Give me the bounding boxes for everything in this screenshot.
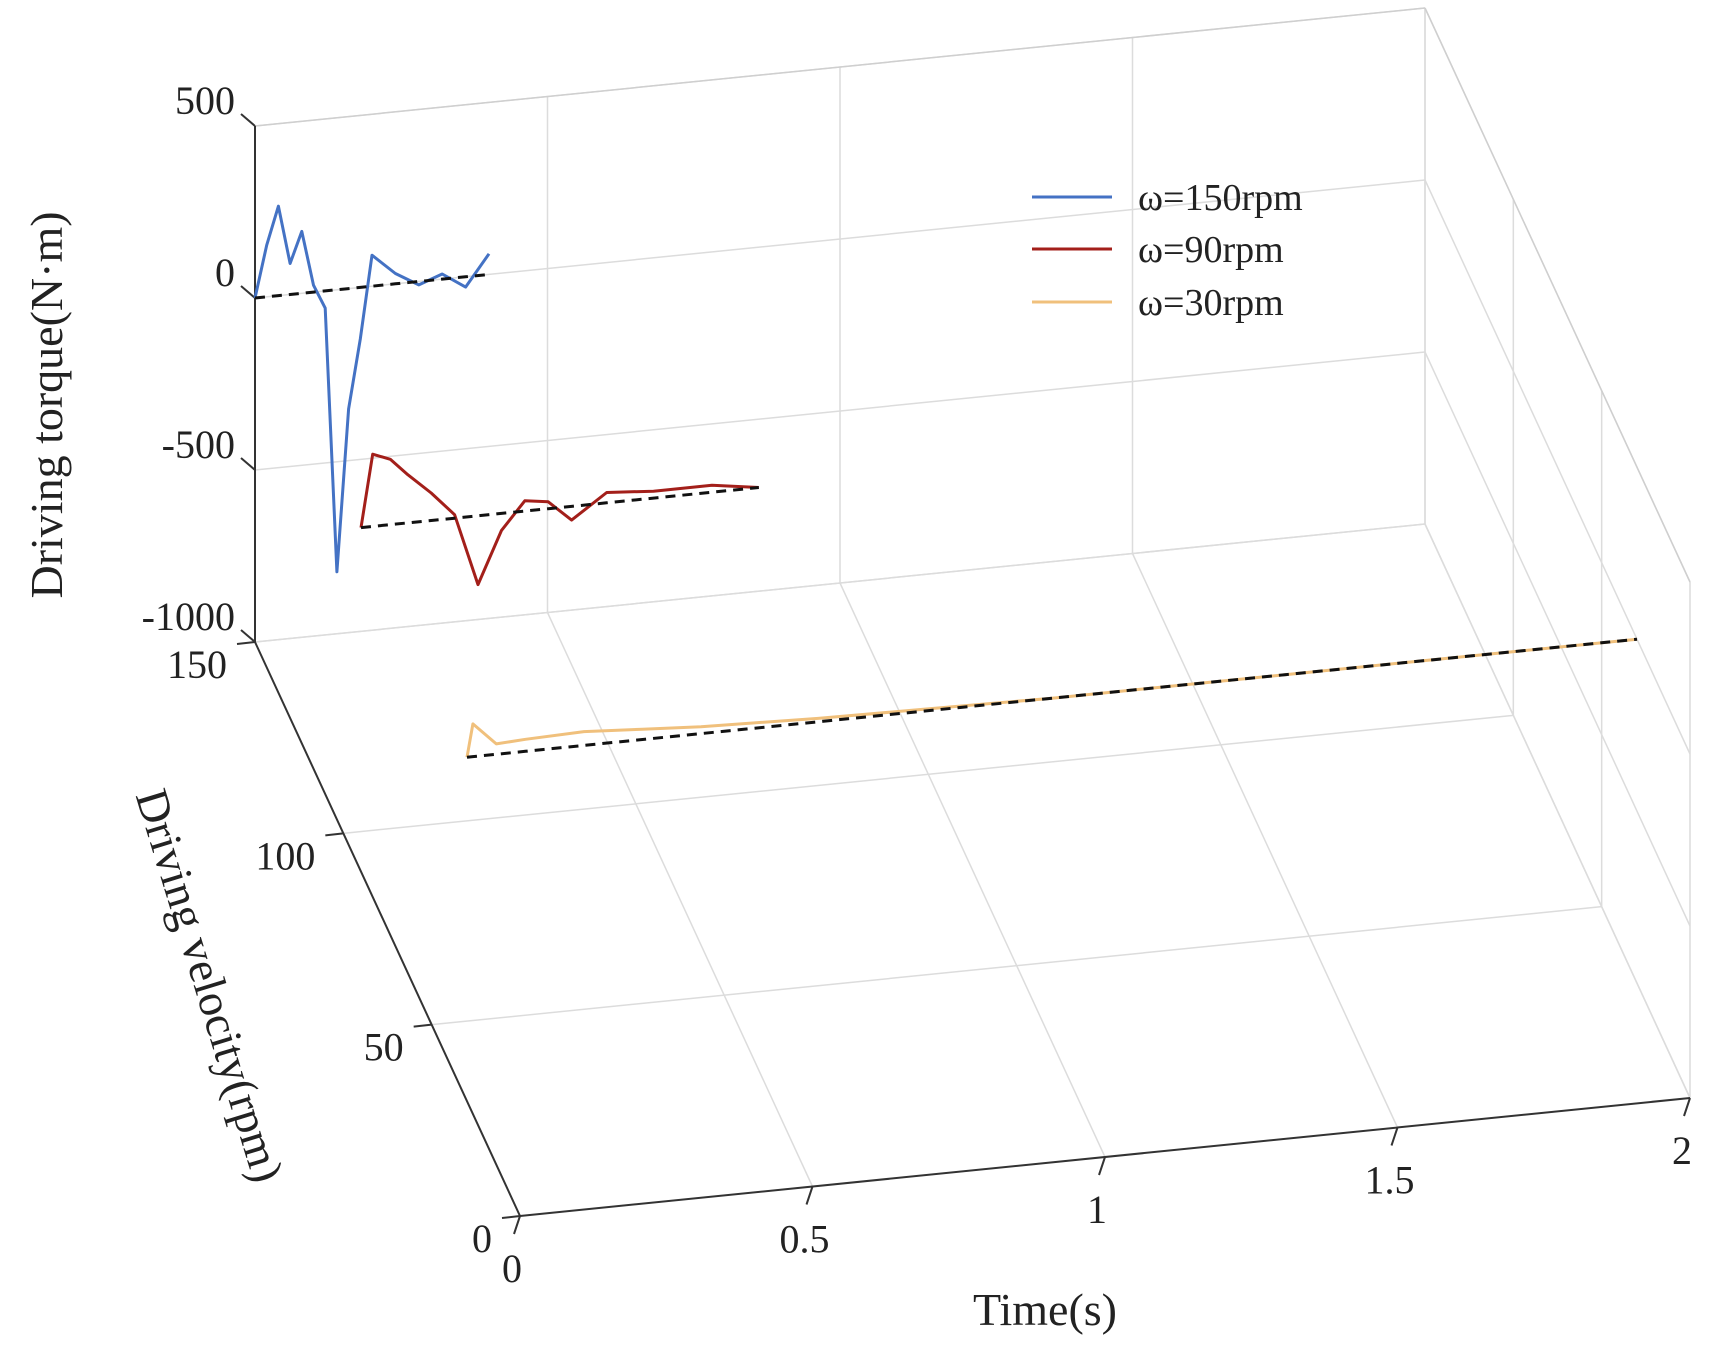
z-axis-tick	[240, 629, 256, 643]
y-axis-tick	[236, 641, 256, 645]
x-axis-tick	[1098, 1156, 1106, 1176]
side-grid-torque	[1424, 523, 1691, 1099]
x-tick-label: 2	[1672, 1128, 1692, 1173]
series-line-1	[359, 452, 759, 587]
x-axis-tick	[1390, 1127, 1399, 1146]
x-axis-tick	[513, 1215, 521, 1235]
x-axis-tick	[1683, 1097, 1691, 1117]
box-edge-top-side	[1424, 7, 1691, 583]
y-tick-label: 150	[167, 642, 227, 687]
x-tick-label: 1.5	[1365, 1158, 1415, 1203]
back-grid-torque	[254, 351, 1426, 471]
z-tick-label: -500	[162, 422, 235, 467]
floor-grid-time	[1131, 553, 1399, 1128]
legend-label-30rpm: ω=30rpm	[1138, 282, 1284, 324]
x-tick-label: 0.5	[780, 1217, 830, 1262]
reference-line-0	[254, 272, 490, 300]
side-grid-torque	[1424, 179, 1691, 755]
x-tick-label: 1	[1087, 1187, 1107, 1232]
back-grid-torque	[254, 523, 1426, 643]
legend: ω=150rpm ω=90rpm ω=30rpm	[1032, 177, 1303, 324]
series-lines	[253, 204, 1638, 759]
legend-label-90rpm: ω=90rpm	[1138, 229, 1284, 271]
y-tick-label: 0	[472, 1216, 492, 1261]
z-axis-tick	[240, 457, 256, 471]
side-grid-torque	[1424, 351, 1691, 927]
legend-label-150rpm: ω=150rpm	[1138, 177, 1303, 219]
floor-grid-time	[839, 582, 1106, 1158]
x-tick-label: 0	[502, 1246, 522, 1291]
z-tick-label: -1000	[142, 594, 235, 639]
x-axis-tick	[805, 1186, 814, 1205]
reference-line-2	[466, 637, 1638, 759]
y-axis-line	[254, 641, 521, 1217]
x-axis-title: Time(s)	[973, 1284, 1117, 1335]
box-edge-top-back	[254, 7, 1426, 127]
y-axis-tick	[501, 1215, 521, 1219]
reference-line-1	[360, 486, 759, 530]
z-tick-label: 0	[215, 250, 235, 295]
y-tick-label: 100	[255, 833, 315, 878]
y-axis-tick	[325, 832, 344, 837]
y-tick-label: 50	[364, 1025, 404, 1070]
z-axis-tick	[240, 113, 256, 127]
axis-labels: 0 0.5 1 1.5 2 0 50 100 150-1000 -500 0 500	[142, 78, 1692, 1291]
floor-grid-time	[546, 612, 814, 1187]
y-axis-tick	[413, 1023, 432, 1028]
z-tick-label: 500	[175, 78, 235, 123]
axes	[236, 113, 1691, 1235]
z-axis-tick	[240, 285, 256, 299]
floor-grid-velocity	[431, 905, 1602, 1026]
floor-grid-velocity	[343, 714, 1514, 835]
grid-lines	[254, 7, 1691, 1217]
z-axis-title: Driving torque(N·m)	[21, 211, 72, 598]
